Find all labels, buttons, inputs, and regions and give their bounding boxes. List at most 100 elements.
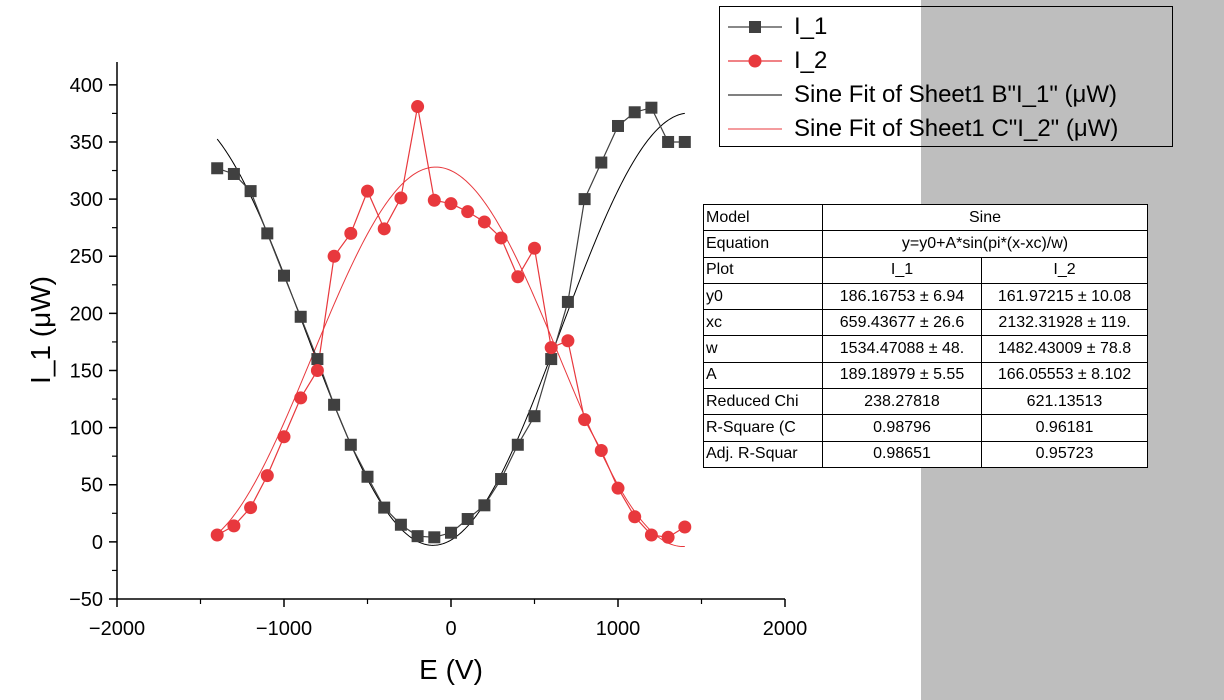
data-point-square <box>461 513 474 526</box>
legend-label: I_1 <box>794 13 828 40</box>
data-point-square <box>378 501 391 514</box>
data-point-square <box>612 119 624 132</box>
table-row: A 189.18979 ± 5.55 166.05553 ± 8.102 <box>703 361 1148 390</box>
table-row-plot: Plot I_1 I_2 <box>703 256 1148 284</box>
data-point-square <box>628 106 641 119</box>
data-point-square <box>495 473 508 486</box>
table-cell: xc <box>703 309 823 337</box>
data-point-square <box>545 353 558 366</box>
table-cell: 0.95723 <box>981 440 1148 468</box>
data-point-circle <box>528 241 541 255</box>
data-point-square <box>278 269 290 282</box>
legend-swatch-red-line <box>728 128 782 130</box>
data-point-circle <box>561 334 575 348</box>
fit-results-table: Model Sine Equation y=y0+A*sin(pi*(x-xc)… <box>703 203 1148 468</box>
data-point-circle <box>260 469 274 483</box>
data-point-circle <box>461 205 475 219</box>
legend-item-fit-i2: Sine Fit of Sheet1 C"I_2" (μW) <box>720 112 1172 146</box>
table-cell: A <box>703 361 823 390</box>
legend-item-i2: I_2 <box>720 44 1172 78</box>
table-cell: Adj. R-Squar <box>703 440 823 468</box>
table-row: Reduced Chi 238.27818 621.13513 <box>703 388 1148 416</box>
x-tick-label: 1000 <box>596 618 641 640</box>
data-point-circle <box>327 249 341 263</box>
legend-swatch-circle-marker <box>728 54 782 68</box>
y-tick-label: 250 <box>70 246 103 268</box>
legend: I_1 I_2 Sine Fit of Sheet1 B"I_1" (μW) S… <box>719 6 1173 147</box>
data-point-square <box>211 162 224 175</box>
table-row: y0 186.16753 ± 6.94 161.97215 ± 10.08 <box>703 282 1148 311</box>
table-row: w 1534.47088 ± 48. 1482.43009 ± 78.8 <box>703 335 1148 363</box>
data-point-square <box>294 310 307 323</box>
data-point-circle <box>628 510 642 524</box>
legend-item-i1: I_1 <box>720 10 1172 44</box>
table-cell: 186.16753 ± 6.94 <box>822 282 982 311</box>
table-cell: Plot <box>703 256 823 284</box>
y-tick-label: 100 <box>70 418 103 440</box>
y-tick-label: 0 <box>92 532 103 554</box>
data-point-square <box>394 518 407 531</box>
table-cell: 2132.31928 ± 119. <box>981 309 1148 337</box>
data-point-circle <box>644 528 658 542</box>
data-point-square <box>244 185 257 198</box>
data-point-square <box>227 167 240 180</box>
data-point-square <box>678 135 691 148</box>
legend-swatch-black-line <box>728 94 782 96</box>
legend-label: Sine Fit of Sheet1 B"I_1" (μW) <box>794 81 1117 108</box>
data-point-circle <box>427 193 441 207</box>
y-axis-label: I_1 (μW) <box>25 276 56 384</box>
table-cell: R-Square (C <box>703 414 823 442</box>
data-point-square <box>428 531 441 544</box>
table-cell: 1534.47088 ± 48. <box>822 335 982 363</box>
data-point-square <box>411 530 424 543</box>
data-point-circle <box>678 520 692 534</box>
y-tick-label: 400 <box>70 75 103 97</box>
series-markers <box>210 100 692 544</box>
x-axis-label: E (V) <box>419 654 483 685</box>
data-point-square <box>511 438 524 451</box>
data-point-circle <box>277 430 291 444</box>
table-row: Adj. R-Squar 0.98651 0.95723 <box>703 440 1148 468</box>
legend-swatch-square-marker <box>728 21 782 33</box>
data-point-circle <box>377 222 391 236</box>
table-cell: 1482.43009 ± 78.8 <box>981 335 1148 363</box>
data-point-circle <box>444 197 458 211</box>
data-point-circle <box>544 341 558 355</box>
series-line <box>217 106 685 538</box>
y-tick-label: 150 <box>70 360 103 382</box>
legend-label: Sine Fit of Sheet1 C"I_2" (μW) <box>794 115 1119 142</box>
data-point-circle <box>344 226 358 240</box>
table-row: xc 659.43677 ± 26.6 2132.31928 ± 119. <box>703 309 1148 337</box>
table-cell: 0.96181 <box>981 414 1148 442</box>
data-point-square <box>361 470 374 483</box>
table-cell: Sine <box>822 203 1148 232</box>
data-point-square <box>645 101 658 114</box>
x-tick-label: −1000 <box>256 618 312 640</box>
y-tick-label: 50 <box>81 475 103 497</box>
table-cell: I_1 <box>822 256 982 284</box>
y-tick-label: 300 <box>70 189 103 211</box>
tick-labels: −2000 −1000 0 1000 2000 −50 0 50 100 150 200 250 300… <box>69 75 807 640</box>
data-point-circle <box>594 443 608 457</box>
legend-label: I_2 <box>794 47 828 74</box>
data-point-circle <box>310 363 324 377</box>
table-row: R-Square (C 0.98796 0.96181 <box>703 414 1148 442</box>
tick-marks <box>109 84 786 607</box>
table-cell: 161.97215 ± 10.08 <box>981 282 1148 311</box>
data-point-square <box>311 353 324 366</box>
table-cell: w <box>703 335 823 363</box>
data-point-square <box>445 526 457 539</box>
x-tick-label: 2000 <box>763 618 808 640</box>
x-tick-label: 0 <box>445 618 456 640</box>
data-point-circle <box>361 184 374 198</box>
table-cell: y=y0+A*sin(pi*(x-xc)/w) <box>822 230 1148 258</box>
data-point-square <box>261 227 274 240</box>
table-cell: 0.98651 <box>822 440 982 468</box>
table-cell: 189.18979 ± 5.55 <box>822 361 982 390</box>
data-point-square <box>561 295 574 308</box>
data-point-square <box>478 499 491 512</box>
data-point-circle <box>494 231 508 245</box>
table-cell: 659.43677 ± 26.6 <box>822 309 982 337</box>
x-tick-label: −2000 <box>89 618 145 640</box>
table-cell: I_2 <box>981 256 1148 284</box>
